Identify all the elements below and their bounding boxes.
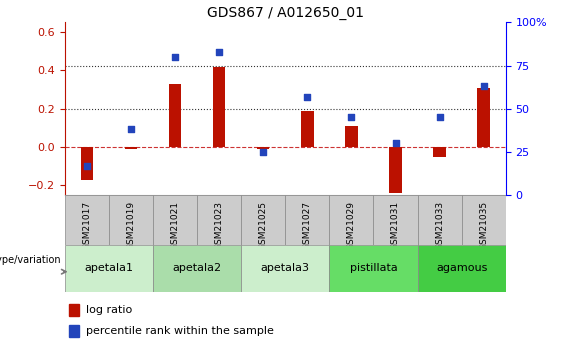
Text: GSM21035: GSM21035 (479, 201, 488, 250)
Title: GDS867 / A012650_01: GDS867 / A012650_01 (207, 6, 364, 20)
Bar (81, 147, 93, 180)
Bar (241, 195, 285, 245)
Text: apetala3: apetala3 (261, 263, 310, 273)
Bar (477, 88, 490, 147)
Bar (301, 111, 314, 147)
Point (347, 115, 356, 120)
Text: log ratio: log ratio (86, 305, 132, 315)
Bar (169, 84, 181, 147)
Bar (197, 195, 241, 245)
Point (303, 94, 312, 99)
Bar (153, 195, 197, 245)
Bar (285, 195, 329, 245)
Text: GSM21031: GSM21031 (391, 201, 400, 250)
Point (171, 54, 180, 60)
Bar (418, 245, 506, 292)
Bar (213, 67, 225, 147)
Text: apetala1: apetala1 (85, 263, 133, 273)
Text: pistillata: pistillata (350, 263, 397, 273)
Bar (418, 195, 462, 245)
Text: GSM21029: GSM21029 (347, 201, 356, 250)
Bar (462, 195, 506, 245)
Bar (329, 195, 373, 245)
Text: GSM21027: GSM21027 (303, 201, 312, 250)
Point (215, 49, 224, 55)
Point (391, 140, 400, 146)
Text: GSM21017: GSM21017 (82, 201, 92, 250)
Text: GSM21033: GSM21033 (435, 201, 444, 250)
Bar (69, 325, 79, 337)
Bar (65, 245, 153, 292)
Point (82, 163, 92, 168)
Bar (69, 304, 79, 316)
Text: GSM21023: GSM21023 (215, 201, 224, 250)
Bar (65, 195, 109, 245)
Point (127, 127, 136, 132)
Bar (153, 245, 241, 292)
Text: percentile rank within the sample: percentile rank within the sample (86, 326, 273, 336)
Text: agamous: agamous (436, 263, 487, 273)
Bar (389, 147, 402, 193)
Bar (345, 126, 358, 147)
Bar (329, 245, 418, 292)
Point (259, 149, 268, 155)
Bar (373, 195, 418, 245)
Bar (433, 147, 446, 157)
Bar (257, 147, 270, 149)
Text: GSM21019: GSM21019 (127, 201, 136, 250)
Text: GSM21021: GSM21021 (171, 201, 180, 250)
Text: apetala2: apetala2 (173, 263, 221, 273)
Point (435, 115, 444, 120)
Bar (125, 147, 137, 149)
Bar (109, 195, 153, 245)
Text: GSM21025: GSM21025 (259, 201, 268, 250)
Point (479, 83, 488, 89)
Text: genotype/variation: genotype/variation (0, 255, 61, 265)
Bar (241, 245, 329, 292)
